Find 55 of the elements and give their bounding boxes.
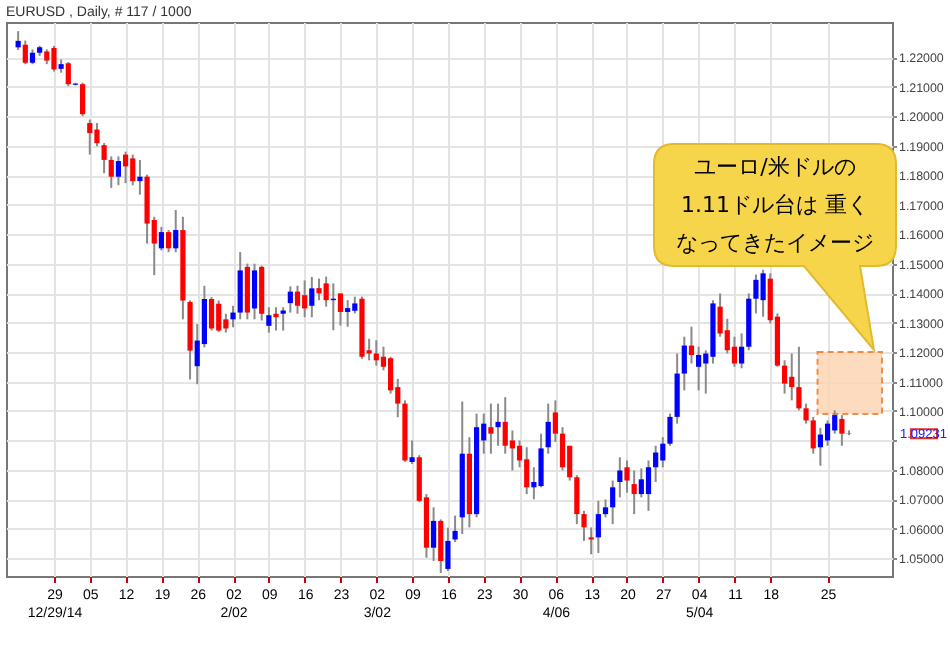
annotation: 1.11ドル台は 重く (679, 190, 871, 222)
candlestick (488, 402, 494, 455)
candlestick (237, 251, 243, 321)
candlestick (645, 459, 652, 512)
candlestick (409, 439, 415, 466)
candlestick (781, 359, 788, 395)
candlestick (87, 118, 93, 156)
candlestick (216, 299, 222, 333)
candlestick (731, 335, 738, 368)
candlestick (244, 262, 250, 321)
candlestick (51, 44, 57, 73)
candlestick (122, 150, 129, 185)
candlestick (294, 284, 301, 315)
candlestick (130, 153, 136, 187)
candlestick (337, 292, 344, 327)
candlestick (309, 275, 315, 319)
candlestick (80, 81, 86, 118)
candlestick (287, 285, 293, 314)
candlestick (115, 155, 122, 187)
candlestick (165, 229, 172, 254)
candlestick (817, 426, 823, 467)
candlestick (789, 352, 795, 402)
candlestick (158, 225, 165, 252)
candlestick (65, 61, 71, 88)
candlestick (495, 402, 501, 447)
candlestick (696, 345, 702, 392)
candlestick (824, 419, 831, 447)
candlestick (223, 312, 229, 334)
candlestick (251, 262, 258, 321)
candlestick (208, 296, 215, 332)
candlestick (94, 122, 100, 148)
candlestick (631, 469, 637, 516)
candlestick (839, 414, 845, 447)
candlestick (595, 499, 601, 555)
annotation: ユーロ/米ドルの (692, 152, 858, 184)
candlestick (559, 426, 566, 472)
candlestick (302, 279, 308, 319)
candlestick (431, 506, 437, 562)
candlestick (552, 399, 558, 443)
candlestick (137, 158, 143, 196)
candlestick (345, 299, 351, 328)
annotation: なってきたイメージ (674, 228, 876, 260)
candlestick (173, 209, 179, 254)
candlestick (524, 446, 530, 496)
candlestick (610, 479, 616, 526)
candlestick (638, 467, 644, 499)
candlestick (259, 264, 265, 322)
candlestick (22, 39, 28, 66)
candlestick (760, 268, 766, 318)
candlestick (653, 444, 659, 483)
candlestick (574, 474, 580, 526)
candlestick (273, 306, 279, 332)
candlestick (688, 325, 695, 365)
candlestick (316, 277, 322, 302)
candlestick (509, 429, 515, 472)
